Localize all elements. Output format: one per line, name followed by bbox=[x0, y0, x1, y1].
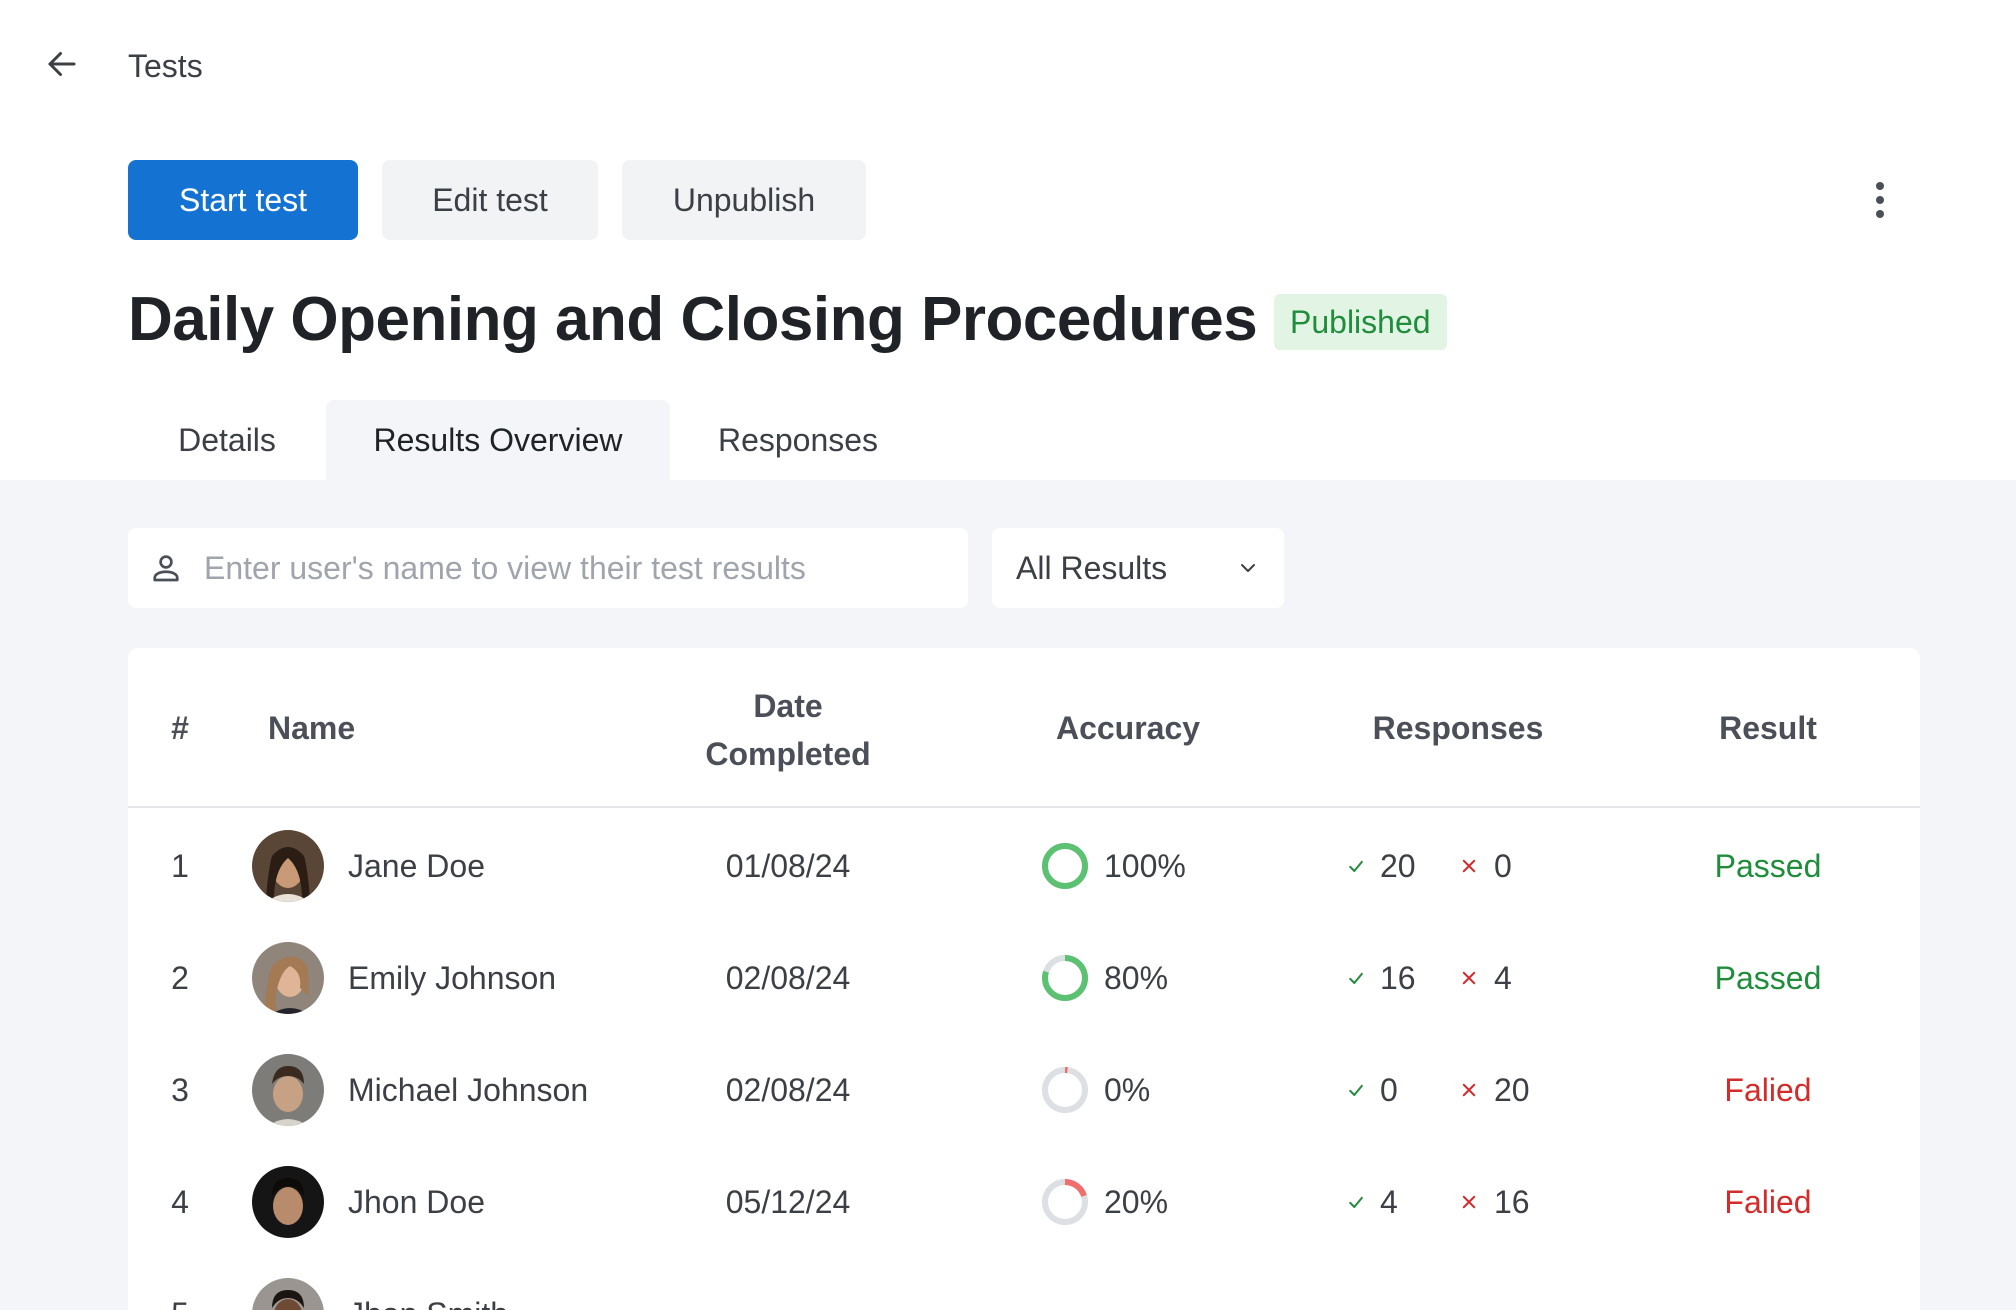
avatar bbox=[252, 1054, 324, 1126]
cross-icon bbox=[1462, 971, 1476, 985]
accuracy-ring bbox=[1042, 1067, 1088, 1113]
result-status: Passed bbox=[1714, 847, 1822, 884]
date-completed: 02/08/24 bbox=[725, 959, 851, 996]
cross-icon bbox=[1462, 1195, 1476, 1209]
incorrect-count: 16 bbox=[1494, 1183, 1530, 1220]
user-name[interactable]: Jhon Doe bbox=[348, 1183, 485, 1220]
edit-test-button[interactable]: Edit test bbox=[382, 160, 598, 240]
row-number: 2 bbox=[171, 959, 189, 996]
table-header: # Name Date Completed Accuracy Responses… bbox=[128, 648, 1920, 808]
user-search-input[interactable] bbox=[204, 549, 944, 587]
correct-count: 20 bbox=[1380, 847, 1416, 884]
start-test-button[interactable]: Start test bbox=[128, 160, 358, 240]
date-completed: 01/08/24 bbox=[725, 847, 851, 884]
result-status: Falied bbox=[1724, 1071, 1812, 1108]
accuracy-ring-track bbox=[1042, 1067, 1088, 1113]
cross-icon bbox=[1462, 1083, 1476, 1097]
user-name[interactable]: Jhon Smith bbox=[348, 1258, 508, 1310]
row-number: 1 bbox=[171, 847, 189, 884]
accuracy-ring-fill bbox=[1042, 955, 1088, 1001]
result-filter-value: All Results bbox=[1016, 549, 1168, 586]
action-bar: Start test Edit test Unpublish bbox=[128, 160, 866, 240]
more-vertical-icon bbox=[1876, 210, 1884, 218]
results-panel: All Results # Name Date Completed Accura… bbox=[0, 480, 2016, 1310]
accuracy-value: 100% bbox=[1104, 847, 1186, 884]
table-row[interactable]: 5 Jhon Smith bbox=[128, 1258, 1920, 1310]
user-icon bbox=[153, 555, 179, 582]
accuracy-ring-fill bbox=[1042, 1067, 1088, 1113]
avatar bbox=[252, 1166, 324, 1238]
check-icon bbox=[1349, 972, 1363, 984]
table-row[interactable]: 2 Emily Johnson 02/08/24 80% 16 4 bbox=[128, 922, 1920, 1034]
page-title: Daily Opening and Closing Procedures bbox=[128, 285, 1258, 354]
user-name[interactable]: Michael Johnson bbox=[348, 1071, 589, 1108]
result-filter-select[interactable]: All Results bbox=[992, 528, 1284, 608]
correct-count: 16 bbox=[1380, 959, 1416, 996]
table-row[interactable]: 4 Jhon Doe 05/12/24 20% 4 16 Falied bbox=[128, 1146, 1920, 1258]
column-header-name[interactable]: Name bbox=[268, 710, 356, 746]
top-bar: Tests bbox=[0, 0, 2016, 130]
date-completed: 02/08/24 bbox=[725, 1071, 851, 1108]
avatar bbox=[252, 942, 324, 1014]
accuracy-value: 80% bbox=[1104, 959, 1169, 996]
date-completed: 05/12/24 bbox=[725, 1183, 851, 1220]
row-number: 5 bbox=[158, 1258, 202, 1310]
column-header-result[interactable]: Result bbox=[1719, 710, 1817, 746]
correct-count: 4 bbox=[1380, 1183, 1398, 1220]
accuracy-ring-fill bbox=[1042, 1179, 1088, 1225]
more-vertical-icon bbox=[1876, 182, 1884, 190]
table-row[interactable]: 3 Michael Johnson 02/08/24 0% 0 20 bbox=[128, 1034, 1920, 1146]
incorrect-count: 0 bbox=[1494, 847, 1512, 884]
user-name[interactable]: Emily Johnson bbox=[348, 959, 557, 996]
tab-results-overview[interactable]: Results Overview bbox=[326, 400, 670, 480]
tab-responses[interactable]: Responses bbox=[717, 421, 879, 458]
incorrect-count: 20 bbox=[1494, 1071, 1530, 1108]
accuracy-value: 0% bbox=[1104, 1071, 1151, 1108]
column-header-number[interactable]: # bbox=[171, 710, 189, 746]
unpublish-button[interactable]: Unpublish bbox=[622, 160, 866, 240]
accuracy-value: 20% bbox=[1104, 1183, 1169, 1220]
correct-count: 0 bbox=[1380, 1071, 1398, 1108]
result-status: Passed bbox=[1714, 959, 1822, 996]
status-badge: Published bbox=[1274, 294, 1447, 350]
incorrect-count: 4 bbox=[1494, 959, 1512, 996]
breadcrumb[interactable]: Tests bbox=[128, 48, 203, 84]
column-header-responses[interactable]: Responses bbox=[1372, 710, 1544, 746]
table-row[interactable]: 1 Jane Doe 01/08/24 100% 20 0 bbox=[128, 810, 1920, 922]
row-number: 3 bbox=[171, 1071, 189, 1108]
arrow-left-icon bbox=[48, 52, 76, 76]
cross-icon bbox=[1462, 859, 1476, 873]
check-icon bbox=[1349, 1084, 1363, 1096]
accuracy-ring-fill bbox=[1042, 843, 1088, 889]
check-icon bbox=[1349, 860, 1363, 872]
tab-bar: Details Results Overview Responses bbox=[128, 400, 926, 480]
check-icon bbox=[1349, 1196, 1363, 1208]
user-search-box bbox=[128, 528, 968, 608]
row-number: 4 bbox=[171, 1183, 189, 1220]
column-header-date[interactable]: Date Completed bbox=[705, 688, 871, 772]
accuracy-ring bbox=[1042, 843, 1088, 889]
tab-details[interactable]: Details bbox=[178, 421, 276, 458]
back-button[interactable] bbox=[40, 42, 84, 86]
results-table: # Name Date Completed Accuracy Responses… bbox=[128, 648, 1920, 1310]
more-vertical-icon bbox=[1876, 196, 1884, 204]
column-header-accuracy[interactable]: Accuracy bbox=[1055, 710, 1201, 746]
more-options-button[interactable] bbox=[1860, 176, 1900, 224]
user-name[interactable]: Jane Doe bbox=[348, 847, 485, 884]
result-status: Falied bbox=[1724, 1183, 1812, 1220]
accuracy-ring bbox=[1042, 1179, 1088, 1225]
avatar bbox=[252, 830, 324, 902]
avatar bbox=[252, 1278, 324, 1310]
accuracy-ring bbox=[1042, 955, 1088, 1001]
chevron-down-icon bbox=[1241, 564, 1255, 572]
